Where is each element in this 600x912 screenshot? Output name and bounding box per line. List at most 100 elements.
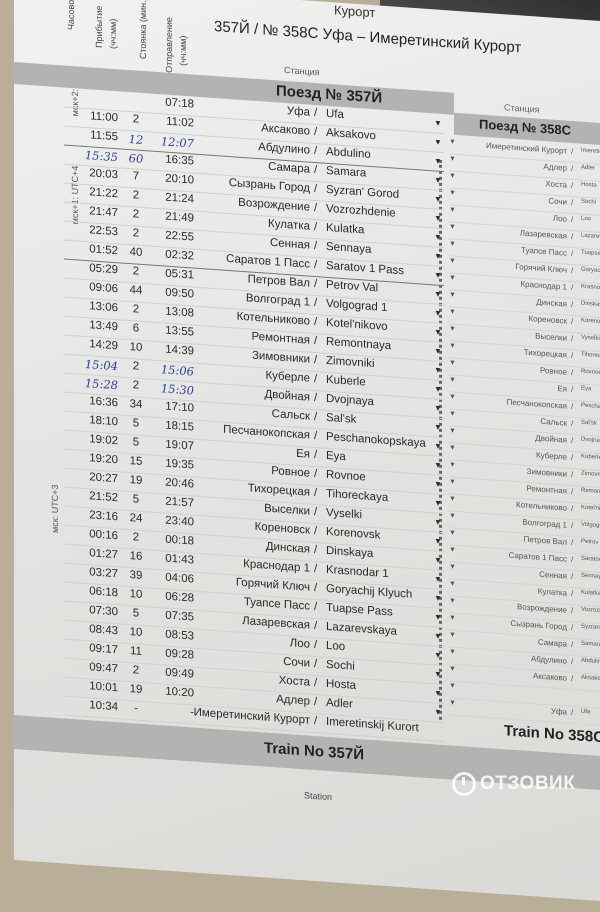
stop-minutes: 15	[129, 455, 143, 468]
station-en: Vozrozhdenie	[326, 202, 396, 220]
watermark-icon	[452, 772, 476, 796]
stop-minutes: 5	[132, 417, 140, 430]
separator: /	[571, 673, 574, 684]
arrival-time	[78, 90, 118, 93]
separator: /	[314, 410, 318, 424]
station-en: Volgograd 1	[326, 297, 388, 315]
station-en: Remontnaya	[326, 335, 392, 353]
stop-minutes: 39	[129, 569, 143, 582]
station-en: Adler	[326, 696, 353, 711]
separator: /	[314, 695, 318, 709]
separator: /	[314, 657, 318, 671]
departure-time: 09:28	[165, 647, 194, 662]
arrival-time: 20:03	[89, 167, 118, 182]
separator: /	[571, 316, 574, 327]
separator: /	[571, 452, 574, 463]
direction-arrow-icon: ▼	[449, 274, 456, 282]
departure-time: 14:39	[165, 343, 194, 358]
separator: /	[314, 543, 318, 557]
stop-minutes: 19	[129, 683, 143, 696]
direction-arrow-icon: ▼	[434, 156, 442, 166]
direction-arrow-icon: ▼	[449, 257, 456, 265]
separator: /	[314, 106, 318, 120]
direction-arrow-icon: ▼	[449, 359, 456, 367]
separator: /	[571, 299, 574, 310]
station-en: Korenovsk	[581, 317, 600, 326]
separator: /	[314, 334, 318, 348]
separator: /	[571, 605, 574, 616]
station-ru: Возрождение	[238, 196, 310, 214]
arrival-time: 10:01	[89, 680, 118, 695]
station-ru: Сальск	[271, 408, 310, 423]
departure-time: 02:32	[165, 248, 194, 263]
departure-time: 05:31	[165, 267, 194, 282]
departure-time: 19:07	[165, 438, 194, 453]
separator: /	[571, 554, 574, 565]
station-en: Ufa	[326, 107, 344, 122]
direction-arrow-icon: ▼	[434, 555, 442, 565]
separator: /	[314, 714, 318, 728]
station-en: Peschanokopskaya	[581, 402, 600, 413]
station-ru: Динская	[265, 540, 310, 556]
station-ru: Саратов 1 Пасс	[508, 550, 567, 564]
arrival-time: 15:04	[84, 356, 118, 374]
col-departure-unit: (чч:мм)	[178, 35, 188, 67]
station-en: Kuberle	[581, 453, 600, 462]
direction-arrow-icon: ▼	[434, 536, 442, 546]
direction-arrow-icon: ▼	[449, 410, 456, 418]
departure-time: 10:20	[165, 685, 194, 700]
station-en: Saratov 1 Pass	[326, 259, 404, 278]
station-ru: Сенная	[539, 569, 567, 581]
station-en: Petrov Val	[326, 278, 379, 295]
station-ru: Самара	[268, 160, 310, 176]
station-en: Hosta	[326, 677, 357, 692]
page-title: 357Й / № 358С Уфа – Имеретинский Курорт	[214, 17, 522, 57]
separator: /	[571, 639, 574, 650]
direction-arrow-icon: ▼	[434, 479, 442, 489]
station-en: Krasnodar 1	[326, 563, 389, 581]
station-en: Tuapse Pass	[581, 249, 600, 258]
station-en: Lazarevskaya	[581, 232, 600, 242]
station-ru: Песчанокопская	[506, 397, 567, 411]
station-ru: Зимовники	[251, 349, 310, 366]
separator: /	[571, 265, 574, 276]
arrival-time: 10:34	[89, 699, 118, 714]
separator: /	[314, 182, 318, 196]
direction-arrow-icon: ▼	[449, 597, 456, 605]
arrival-time: 21:47	[89, 205, 118, 220]
arrival-time: 09:06	[89, 281, 118, 296]
direction-arrow-icon: ▼	[449, 461, 456, 469]
direction-arrow-icon: ▼	[434, 650, 442, 660]
station-ru: Горячий Ключ	[515, 262, 567, 275]
stop-minutes: 2	[132, 303, 140, 316]
arrival-time: 00:16	[89, 528, 118, 543]
station-en: Abdulino	[581, 657, 600, 666]
direction-arrow-icon: ▼	[434, 403, 442, 413]
station-footer-label: Station	[304, 790, 333, 803]
arrival-time: 06:18	[89, 585, 118, 600]
arrival-time: 14:29	[89, 338, 118, 353]
station-ru: Петров Вал	[523, 534, 567, 547]
col-arrival: Прибытие	[94, 5, 104, 49]
direction-arrow-icon: ▼	[449, 665, 456, 673]
station-ru: Тихорецкая	[523, 347, 567, 360]
separator: /	[314, 353, 318, 367]
stop-minutes: 60	[128, 151, 144, 167]
separator: /	[314, 125, 318, 139]
departure-time: 21:57	[165, 495, 194, 510]
separator: /	[314, 296, 318, 310]
arrival-time: 11:00	[90, 110, 118, 125]
direction-arrow-icon: ▼	[449, 478, 456, 486]
departure-time: 20:46	[165, 476, 194, 491]
station-ru: Туапсе Пасс	[521, 245, 567, 258]
station-ru: Адлер	[276, 693, 310, 708]
departure-time: 08:53	[165, 628, 194, 643]
station-ru: Тихорецкая	[247, 482, 310, 499]
separator: /	[314, 372, 318, 386]
station-en: Hosta	[581, 181, 597, 189]
direction-arrow-icon: ▼	[449, 614, 456, 622]
station-en: Loo	[581, 215, 592, 223]
separator: /	[571, 418, 574, 429]
direction-arrow-icon: ▼	[434, 441, 442, 451]
separator: /	[314, 638, 318, 652]
